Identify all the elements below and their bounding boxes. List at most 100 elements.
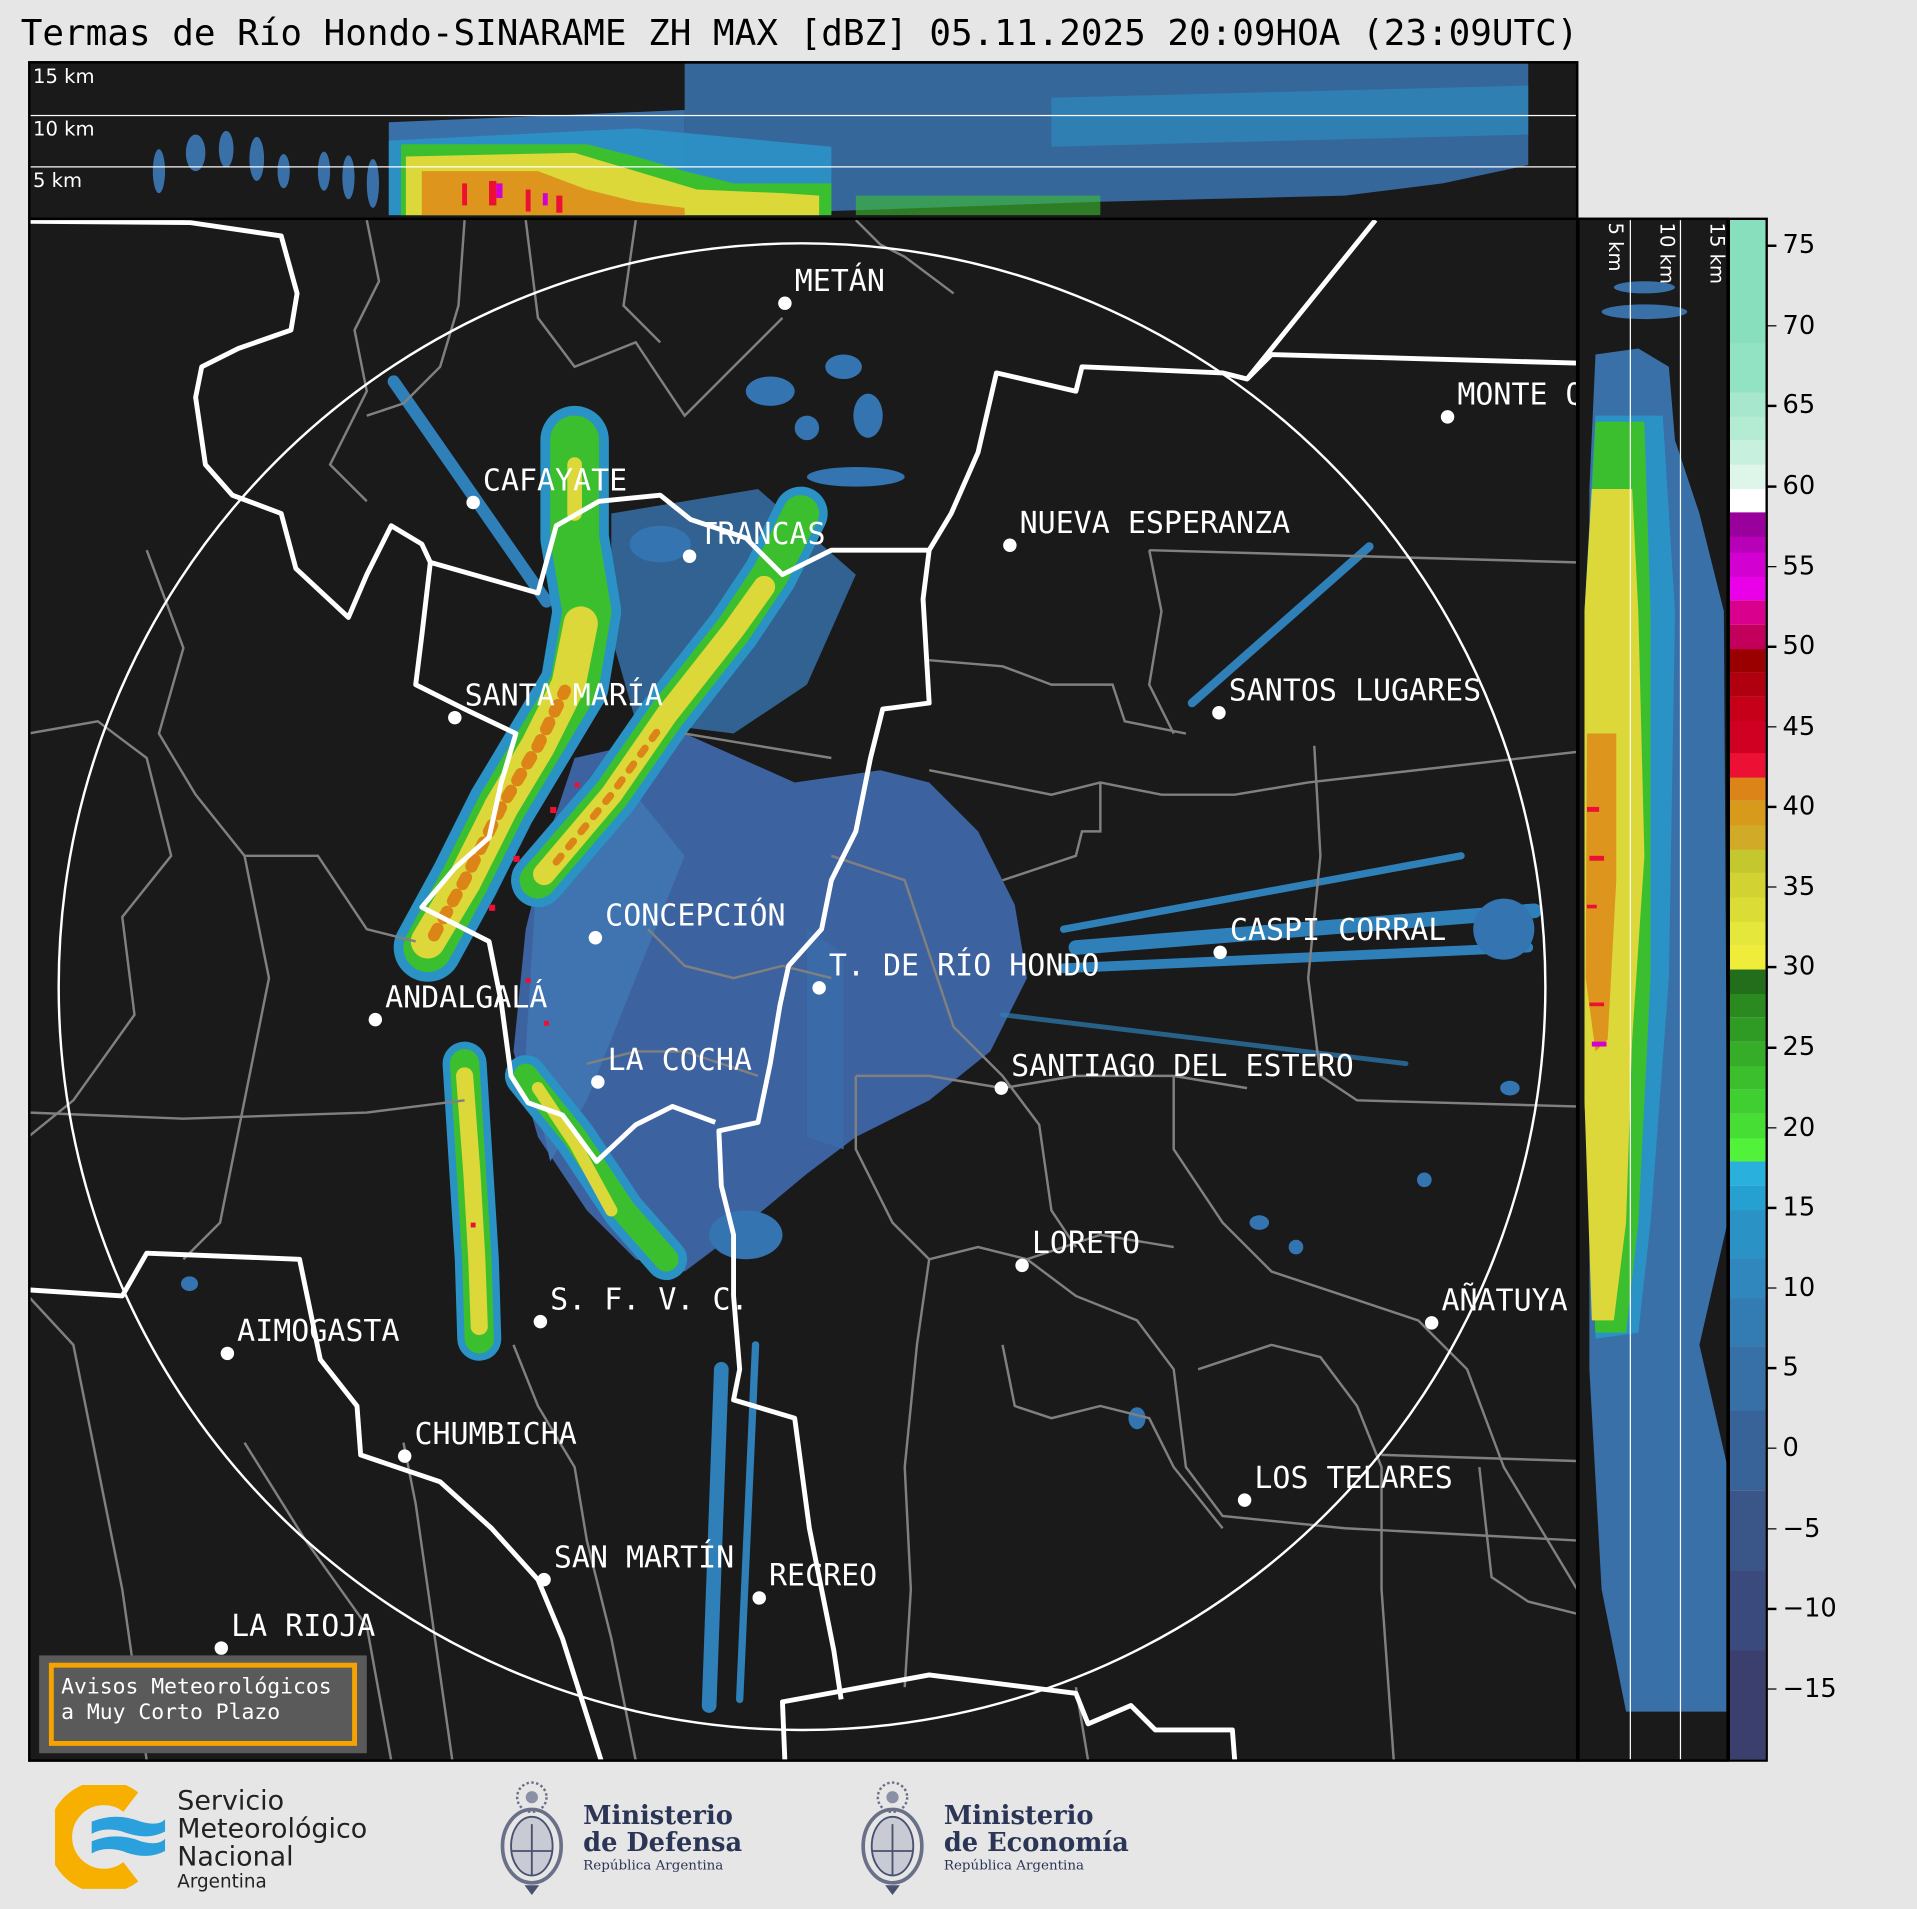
height-label: 10 km [33, 117, 95, 141]
side-profile-echoes [1584, 281, 1727, 1712]
colorbar-tick [1766, 1046, 1777, 1049]
city-marker-icon [682, 549, 697, 564]
colorbar-band [1729, 1041, 1766, 1066]
colorbar-tick [1766, 886, 1777, 889]
colorbar-tick [1766, 645, 1777, 648]
top-profile-echoes [152, 63, 1529, 216]
city-label: LA RIOJA [231, 1607, 376, 1644]
height-line-5km [1629, 220, 1632, 1760]
height-label: 5 km [33, 168, 83, 192]
city-label: TRANCAS [699, 515, 826, 552]
colorbar-band [1729, 343, 1766, 393]
avisos-box[interactable]: Avisos Meteorológicos a Muy Corto Plazo [39, 1655, 367, 1754]
colorbar-band [1729, 720, 1766, 754]
colorbar-band [1729, 624, 1766, 649]
colorbar-tick [1766, 1447, 1777, 1450]
colorbar-band [1729, 672, 1766, 697]
economia-line2: de Economía [943, 1826, 1129, 1858]
colorbar-band [1729, 1490, 1766, 1571]
city-label: SAN MARTÍN [553, 1539, 735, 1575]
city-label: CHUMBICHA [414, 1415, 577, 1452]
city-marker-icon [994, 1081, 1009, 1095]
colorbar-band [1729, 1065, 1766, 1090]
city-marker-icon [448, 710, 462, 725]
colorbar-band [1729, 511, 1766, 537]
colorbar-tick-label: 0 [1782, 1432, 1799, 1463]
colorbar-band [1729, 896, 1766, 922]
colorbar-tick-label: 40 [1782, 791, 1816, 821]
colorbar-tick-label: 35 [1782, 871, 1816, 901]
colorbar-tick-label: 75 [1782, 230, 1816, 260]
colorbar-band [1729, 1137, 1766, 1162]
colorbar-tick-label: 30 [1782, 951, 1816, 982]
convective-bands [393, 405, 828, 1361]
city-marker-icon [1424, 1316, 1439, 1330]
smn-line1: Servicio [177, 1786, 285, 1817]
colorbar-tick-label: 60 [1782, 470, 1816, 501]
defensa-line3: República Argentina [583, 1857, 724, 1874]
city-label: LORETO [1031, 1225, 1141, 1261]
city-marker-icon [588, 931, 603, 945]
department-borders [30, 220, 1576, 1760]
radar-range-ring [57, 242, 1547, 1732]
smn-line4: Argentina [177, 1870, 267, 1893]
colorbar-tick-label: −10 [1782, 1593, 1837, 1623]
city-label: SANTA MARÍA [464, 677, 663, 713]
city-marker-icon [1237, 1493, 1252, 1507]
colorbar-band [1729, 1089, 1766, 1114]
colorbar-band [1729, 576, 1766, 601]
colorbar-band [1729, 968, 1766, 994]
city-label: AIMOGASTA [237, 1313, 400, 1349]
economia-line1: Ministerio [943, 1799, 1094, 1831]
colorbar-tick [1766, 725, 1777, 728]
colorbar-band [1729, 439, 1766, 465]
city-label: ANDALGALÁ [385, 979, 548, 1015]
colorbar-band [1729, 848, 1766, 874]
coat-of-arms-icon [500, 1781, 564, 1896]
top-height-profile: 15 km 10 km 5 km [28, 61, 1579, 221]
colorbar-band [1729, 800, 1766, 826]
colorbar-band [1729, 1016, 1766, 1042]
colorbar-tick [1766, 1206, 1777, 1209]
colorbar-tick [1766, 325, 1777, 327]
colorbar-band [1729, 824, 1766, 850]
city-marker-icon [1440, 410, 1455, 424]
smn-emblem-icon [55, 1784, 166, 1889]
colorbar-tick-label: 70 [1782, 310, 1816, 340]
colorbar-band [1729, 1409, 1766, 1491]
height-label: 15 km [1705, 222, 1729, 285]
colorbar-band [1729, 1185, 1766, 1211]
city-label: SANTOS LUGARES [1228, 672, 1482, 708]
colorbar-tick-label: −15 [1782, 1673, 1837, 1703]
colorbar-tick-label: 25 [1782, 1031, 1816, 1062]
city-label: CAFAYATE [482, 462, 628, 498]
colorbar-tick-label: −5 [1782, 1512, 1821, 1543]
height-line-5km [30, 166, 1576, 168]
colorbar-band [1729, 944, 1766, 970]
city-marker-icon [214, 1641, 229, 1655]
colorbar-band [1729, 463, 1766, 489]
colorbar-band [1729, 648, 1766, 673]
city-label: T. DE RÍO HONDO [828, 947, 1100, 983]
high-reflectivity-cores [470, 782, 580, 1228]
colorbar-band [1729, 992, 1766, 1018]
colorbar-tick [1766, 1367, 1777, 1370]
colorbar-band [1729, 1650, 1766, 1760]
colorbar-tick [1766, 565, 1777, 568]
colorbar-tick [1766, 244, 1777, 247]
map-layer [30, 220, 1576, 1760]
colorbar-band [1729, 1297, 1766, 1347]
city-label: METÁN [794, 262, 885, 299]
avisos-line1: Avisos Meteorológicos [61, 1674, 332, 1700]
colorbar-band [1729, 600, 1766, 625]
city-label: SANTIAGO DEL ESTERO [1011, 1047, 1354, 1084]
city-marker-icon [368, 1012, 383, 1027]
colorbar-tick-label: 5 [1782, 1352, 1799, 1382]
city-marker-icon [812, 981, 826, 995]
city-marker-icon [397, 1449, 412, 1463]
colorbar-tick [1766, 1607, 1777, 1610]
side-height-profile: 5 km 10 km 15 km [1577, 217, 1729, 1762]
colorbar-band [1729, 391, 1766, 417]
city-marker-icon [1015, 1258, 1029, 1273]
